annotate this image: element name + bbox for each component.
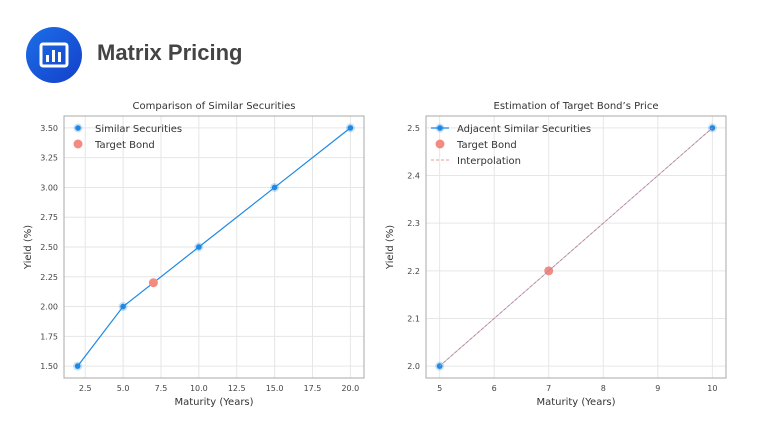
data-point bbox=[196, 244, 202, 250]
legend-label: Target Bond bbox=[94, 140, 155, 151]
bar-chart-icon bbox=[26, 27, 82, 83]
y-tick-label: 2.1 bbox=[407, 314, 420, 323]
x-tick-label: 2.5 bbox=[79, 384, 92, 393]
y-tick-label: 1.50 bbox=[40, 362, 58, 371]
target-bond-point bbox=[148, 278, 158, 288]
chart-title: Comparison of Similar Securities bbox=[133, 101, 296, 112]
x-tick-label: 17.5 bbox=[304, 384, 322, 393]
data-point bbox=[271, 184, 278, 191]
x-tick-label: 15.0 bbox=[266, 384, 284, 393]
legend-label: Similar Securities bbox=[95, 124, 182, 135]
data-point bbox=[120, 303, 126, 310]
y-tick-label: 2.0 bbox=[407, 362, 420, 371]
y-tick-label: 2.5 bbox=[407, 124, 420, 133]
x-tick-label: 9 bbox=[655, 384, 660, 393]
data-point bbox=[74, 363, 81, 369]
y-tick-label: 3.50 bbox=[40, 124, 58, 133]
x-tick-label: 7.5 bbox=[155, 384, 168, 393]
legend-marker-target bbox=[435, 139, 445, 149]
x-tick-label: 20.0 bbox=[341, 384, 359, 393]
legend-label: Target Bond bbox=[456, 140, 517, 151]
y-tick-label: 1.75 bbox=[40, 332, 58, 341]
x-tick-label: 8 bbox=[601, 384, 606, 393]
legend-label: Adjacent Similar Securities bbox=[457, 124, 591, 135]
plot-frame bbox=[63, 115, 365, 379]
legend-marker-target bbox=[73, 139, 83, 149]
y-tick-label: 3.00 bbox=[40, 183, 58, 192]
y-axis-label: Yield (%) bbox=[385, 225, 396, 270]
x-tick-label: 10.0 bbox=[190, 384, 208, 393]
y-tick-label: 2.4 bbox=[407, 172, 420, 181]
x-tick-label: 12.5 bbox=[228, 384, 246, 393]
page-title: Matrix Pricing bbox=[97, 40, 243, 65]
x-tick-label: 10 bbox=[707, 384, 717, 393]
legend-marker-series bbox=[75, 125, 81, 131]
legend-label: Interpolation bbox=[457, 156, 521, 167]
x-tick-label: 5.0 bbox=[117, 384, 130, 393]
legend-marker-series bbox=[437, 125, 443, 131]
x-tick-label: 6 bbox=[492, 384, 497, 393]
y-tick-label: 2.2 bbox=[407, 267, 420, 276]
x-axis-label: Maturity (Years) bbox=[536, 397, 615, 408]
x-tick-label: 7 bbox=[546, 384, 551, 393]
interpolation-overlay bbox=[439, 127, 713, 367]
y-tick-label: 2.50 bbox=[40, 243, 58, 252]
data-point bbox=[347, 125, 354, 131]
x-axis-label: Maturity (Years) bbox=[174, 397, 253, 408]
y-tick-label: 2.25 bbox=[40, 273, 58, 282]
y-axis-label: Yield (%) bbox=[23, 225, 34, 270]
y-tick-label: 2.75 bbox=[40, 213, 58, 222]
chart-title: Estimation of Target Bond’s Price bbox=[494, 101, 659, 112]
y-tick-label: 3.25 bbox=[40, 154, 58, 163]
y-tick-label: 2.00 bbox=[40, 303, 58, 312]
x-tick-label: 5 bbox=[437, 384, 442, 393]
y-tick-label: 2.3 bbox=[407, 219, 420, 228]
plot-frame bbox=[425, 115, 727, 379]
